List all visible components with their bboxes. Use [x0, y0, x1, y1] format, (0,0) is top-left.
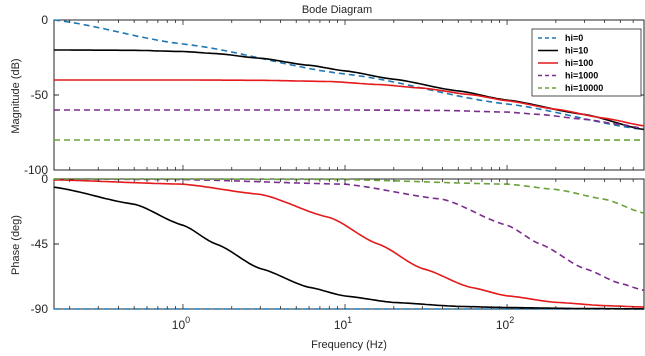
legend-label: hi=100: [565, 58, 593, 68]
magnitude-ytick-label: -50: [31, 88, 49, 102]
magnitude-lines: [53, 19, 645, 141]
phase-series-hi-10: [53, 186, 645, 310]
legend: hi=0 hi=10 hi=100 hi=1000 hi=10000: [531, 28, 642, 97]
phase-series-hi-10000: [54, 178, 645, 214]
phase-ylabel: Phase (deg): [10, 215, 22, 275]
magnitude-series-hi-0: [53, 19, 645, 131]
magnitude-ytick-label: -100: [24, 163, 48, 177]
x-tick-label: 102: [496, 315, 514, 332]
x-ticks: 100 101 102: [69, 20, 645, 332]
magnitude-y-ticks: 0 -50 -100: [24, 13, 644, 177]
phase-ytick-label: -45: [31, 237, 49, 251]
phase-panel: 0 -45 -90 Phase (deg): [10, 172, 645, 316]
legend-label: hi=10: [565, 46, 588, 56]
magnitude-series-hi-1000: [54, 109, 645, 130]
legend-label: hi=1000: [565, 71, 598, 81]
x-axis-label: Frequency (Hz): [311, 339, 387, 351]
x-tick-label: 100: [172, 315, 190, 332]
legend-label: hi=0: [565, 33, 583, 43]
legend-items: hi=0 hi=10 hi=100 hi=1000 hi=10000: [538, 33, 603, 93]
chart-title: Bode Diagram: [302, 4, 372, 16]
phase-lines: [53, 178, 645, 310]
magnitude-ytick-label: 0: [41, 13, 48, 27]
phase-ytick-label: -90: [31, 302, 49, 316]
magnitude-series-hi-100: [54, 79, 645, 127]
phase-series-hi-1000: [54, 178, 645, 292]
legend-label: hi=10000: [565, 83, 603, 93]
x-tick-label: 101: [334, 315, 352, 332]
magnitude-ylabel: Magnitude (dB): [10, 58, 22, 133]
phase-plot-area: [53, 178, 645, 310]
phase-y-ticks: 0 -45 -90: [31, 172, 644, 316]
phase-ytick-label: 0: [41, 172, 48, 186]
phase-series-hi-100: [54, 179, 645, 308]
